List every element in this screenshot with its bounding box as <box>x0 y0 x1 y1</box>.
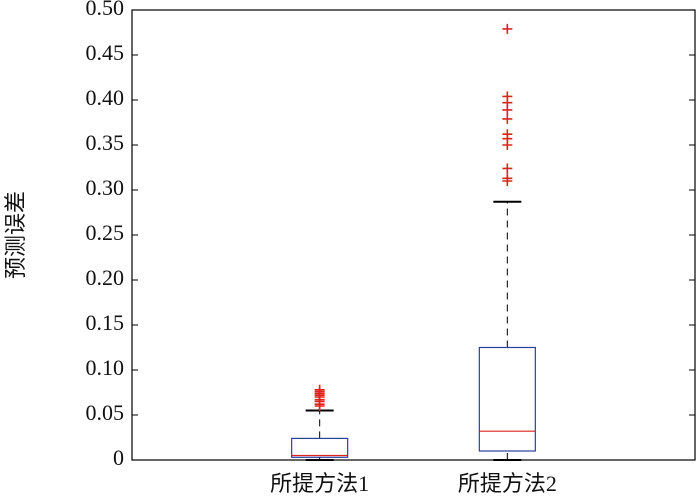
y-tick-label: 0.50 <box>86 0 125 20</box>
y-tick-label: 0.20 <box>86 265 125 290</box>
y-tick-label: 0.35 <box>86 130 125 155</box>
outlier <box>502 104 513 115</box>
box <box>478 346 536 452</box>
y-tick-label: 0 <box>113 445 124 470</box>
outlier <box>502 176 513 186</box>
outlier <box>314 384 325 395</box>
y-tick-label: 0.30 <box>86 175 125 200</box>
outlier <box>502 113 513 124</box>
x-tick-label: 所提方法2 <box>458 471 557 496</box>
y-tick-label: 0.25 <box>86 220 125 245</box>
y-tick-label: 0.15 <box>86 310 125 335</box>
outlier <box>502 140 513 150</box>
y-tick-label: 0.40 <box>86 85 125 110</box>
box <box>291 437 349 458</box>
plot-frame <box>131 9 696 461</box>
y-axis-label: 预测误差 <box>3 191 28 279</box>
outlier <box>502 23 513 34</box>
y-tick-label: 0.10 <box>86 355 125 380</box>
y-tick-label: 0.45 <box>86 40 125 65</box>
outlier <box>502 163 513 174</box>
x-tick-label: 所提方法1 <box>270 471 369 496</box>
y-tick-label: 0.05 <box>86 400 125 425</box>
